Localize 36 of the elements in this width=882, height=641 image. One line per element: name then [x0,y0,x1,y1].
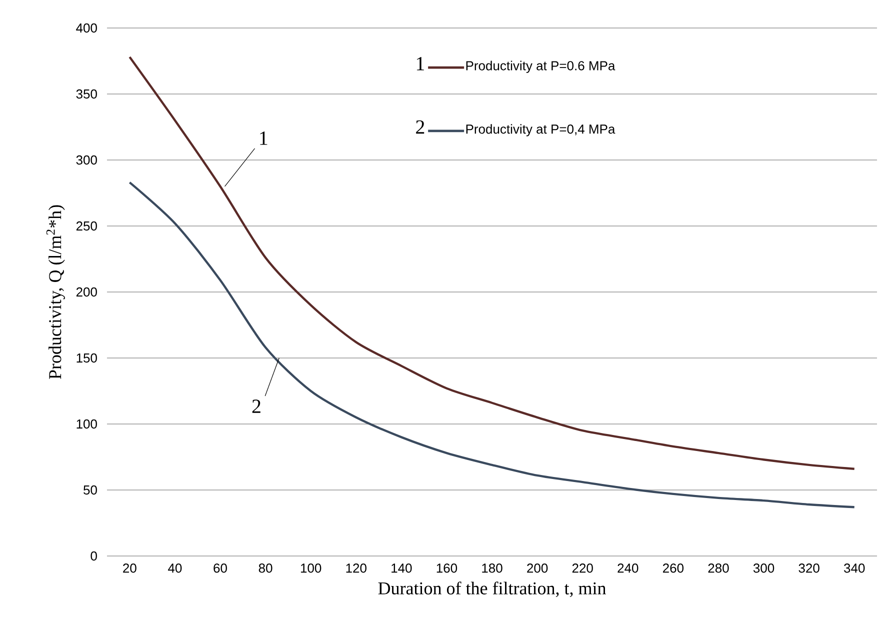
y-tick-label: 100 [76,419,97,429]
x-tick-label: 260 [662,564,684,573]
x-tick-label: 40 [168,564,182,573]
x-tick-label: 320 [798,564,820,573]
annotation: 2 [252,400,260,413]
y-axis-title: Productivity, Q (l/m$^{2}$*h) [46,205,65,380]
x-tick-label: 300 [753,564,774,573]
y-tick-label: 400 [76,23,97,33]
x-tick-label: 280 [708,564,729,573]
y-tick-label: 0 [90,551,97,561]
y-tick-label: 50 [84,485,97,495]
y-tick-label: 300 [76,155,97,165]
x-tick-label: 160 [436,564,458,573]
legend-label: Productivity at P=0,4 MPa [466,124,616,136]
x-tick-label: 240 [618,564,638,573]
annotation: 1 [260,132,268,145]
x-tick-label: 180 [482,564,502,573]
line-series [128,56,856,470]
x-tick-label: 120 [346,564,366,573]
legend-label: Productivity at P=0.6 MPa [466,60,616,73]
y-tick-label: 250 [76,221,97,231]
x-axis-title: Duration of the filtration, t, min [378,582,606,598]
x-tick-label: 200 [527,564,548,573]
y-tick-label: 150 [76,353,97,363]
x-tick-label: 100 [300,564,322,573]
x-tick-label: 60 [214,564,227,573]
text: 1 [416,57,424,70]
y-tick-label: 350 [76,89,97,99]
y-tick-label: 200 [76,287,97,297]
line-series [128,181,856,508]
x-tick-label: 80 [258,564,272,573]
x-tick-label: 220 [572,564,593,573]
text: 2 [416,120,424,134]
x-tick-label: 340 [844,564,865,573]
x-tick-label: 140 [392,564,412,573]
x-tick-label: 20 [123,564,136,573]
